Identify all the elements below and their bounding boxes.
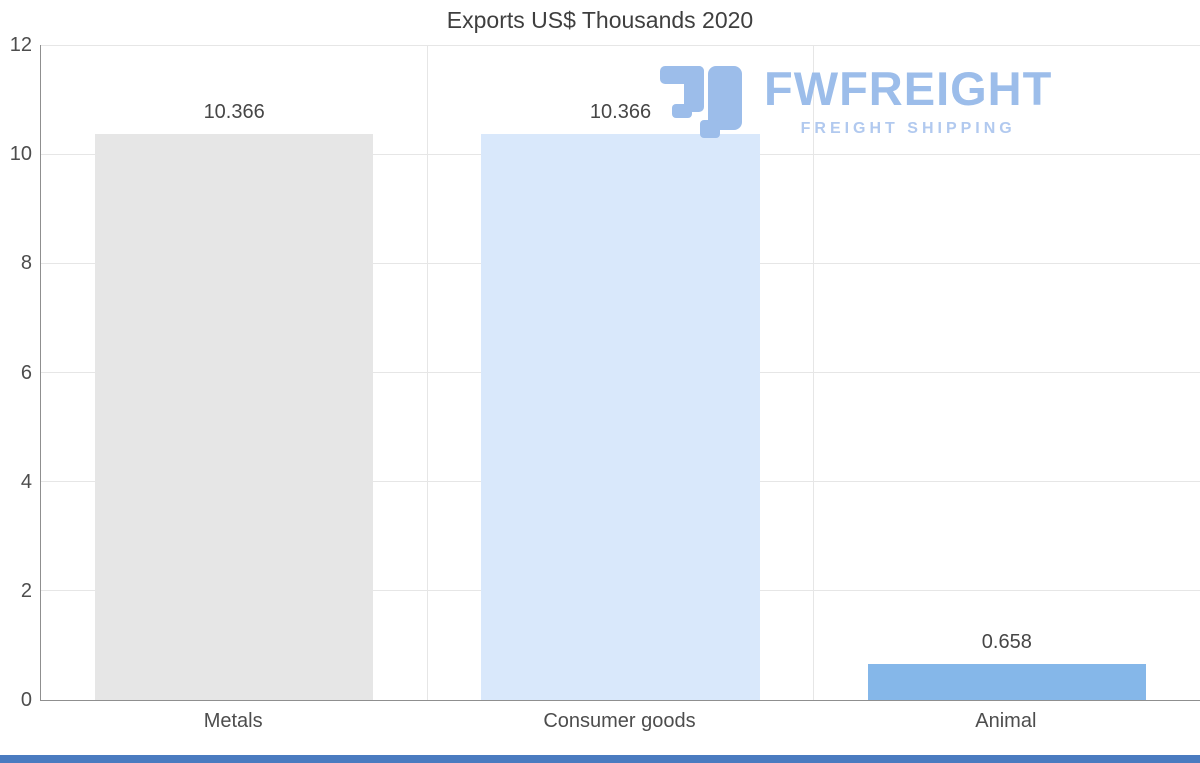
watermark-text: FWFREIGHT FREIGHT SHIPPING (764, 64, 1052, 138)
bar-consumer-goods (481, 134, 760, 700)
bar-animal (867, 664, 1146, 700)
bar-value-label: 10.366 (203, 101, 265, 124)
v-gridline (813, 45, 815, 700)
x-axis-category-label: Consumer goods (543, 710, 696, 732)
y-axis-tick-label: 4 (20, 470, 32, 493)
bar-metals (95, 134, 374, 700)
bar-value-label: 0.658 (981, 631, 1032, 654)
watermark: FWFREIGHT FREIGHT SHIPPING (650, 64, 1052, 140)
footer-accent-strip (0, 755, 1200, 763)
h-gridline (41, 44, 1200, 46)
y-axis-tick-label: 2 (20, 579, 32, 602)
y-axis-tick-label: 10 (9, 143, 32, 166)
y-axis-tick-label: 12 (9, 34, 32, 56)
y-axis-tick-label: 6 (20, 361, 32, 384)
x-axis-category-label: Animal (975, 710, 1037, 732)
chart-title: Exports US$ Thousands 2020 (446, 7, 754, 33)
v-gridline (426, 45, 428, 700)
watermark-tagline: FREIGHT SHIPPING (800, 120, 1016, 138)
watermark-brand: FWFREIGHT (764, 62, 1053, 115)
y-axis-tick-label: 8 (20, 252, 32, 275)
plot-area: 10.366 10.366 0.658 (40, 44, 1200, 701)
y-axis-tick-label: 0 (20, 689, 32, 711)
x-axis-category-label: Metals (203, 710, 263, 732)
bar-value-label: 10.366 (589, 101, 652, 124)
fwfreight-logo-icon (660, 66, 742, 138)
